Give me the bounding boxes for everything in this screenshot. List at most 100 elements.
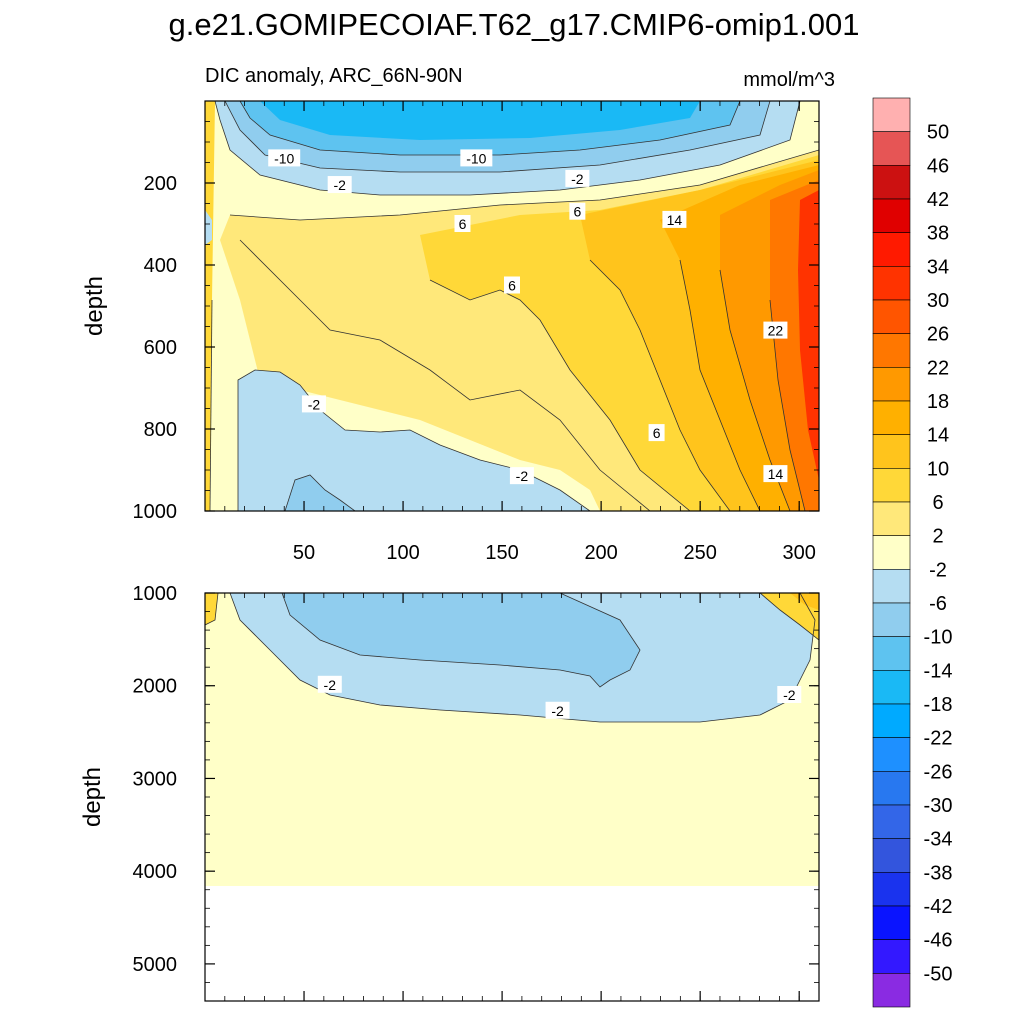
colorbar-box <box>872 299 911 334</box>
colorbar-box <box>872 771 911 806</box>
x-tick-label: 150 <box>485 542 518 564</box>
contour-label-bg <box>662 210 687 228</box>
colorbar-box <box>872 400 911 435</box>
contour-labels: -10 -10 -2 -2 6 6 14 6 22 -2 6 -2 14 -2 -2 -2 <box>268 149 802 719</box>
contour-label-bg <box>317 675 342 693</box>
contour-label-text: -10 <box>274 150 294 166</box>
contour-label: 6 <box>648 424 665 442</box>
colorbar-box <box>872 838 911 873</box>
colorbar-label: 26 <box>927 324 949 346</box>
upper-y-ticks: 200 400 600 800 1000 <box>133 100 819 523</box>
contour-label-bg <box>763 465 788 483</box>
contour-label-bg <box>648 424 665 442</box>
colorbar-label: -46 <box>924 930 953 952</box>
contour-line <box>589 259 731 511</box>
contour-label-bg <box>301 395 326 413</box>
contour-line <box>429 279 691 511</box>
contour-line <box>229 149 819 221</box>
colorbar-label: -34 <box>924 829 953 851</box>
contour-label: 14 <box>662 210 687 228</box>
contour-label-bg <box>777 686 802 703</box>
colorbar-box <box>872 973 911 1008</box>
contour-label-bg <box>454 215 471 232</box>
contour-label: 6 <box>454 215 471 232</box>
colorbar-label: 6 <box>932 492 943 514</box>
lower-y-ticks: 1000 2000 3000 4000 5000 <box>133 583 819 1002</box>
colorbar-box <box>872 905 911 940</box>
contour-label-bg <box>460 149 493 167</box>
contour-label-text: 6 <box>459 216 467 232</box>
colorbar-box <box>872 670 911 705</box>
colorbar-label: -10 <box>924 627 953 649</box>
colorbar-box <box>872 367 911 402</box>
contour-label: 14 <box>763 465 788 483</box>
colorbar-label: -2 <box>929 559 947 581</box>
contour-line <box>679 259 761 511</box>
contour-label: -10 <box>460 149 493 167</box>
colorbar-label: 2 <box>932 526 943 548</box>
colorbar-label: 46 <box>927 155 949 177</box>
colorbar-box <box>872 602 911 637</box>
units-label: mmol/m^3 <box>743 69 835 91</box>
colorbar-box <box>872 434 911 469</box>
y-tick-label: 400 <box>144 255 177 277</box>
y-tick-label: 4000 <box>133 861 178 883</box>
x-tick-label: 200 <box>584 542 617 564</box>
contour-label-text: 6 <box>653 425 661 441</box>
contour-label-bg <box>545 701 570 719</box>
contour-label-bg <box>763 321 788 339</box>
contour-label-text: 22 <box>768 323 784 339</box>
colorbar-box <box>872 501 911 536</box>
y-tick-label: 3000 <box>133 768 178 790</box>
contour-label-text: -2 <box>571 171 584 187</box>
contour-label-text: -2 <box>333 177 346 193</box>
contour-line <box>205 593 219 626</box>
contour-line <box>229 593 816 723</box>
lower-band-blue-6 <box>282 593 640 687</box>
colorbar-label: -42 <box>924 896 953 918</box>
y-tick-label: 200 <box>144 173 177 195</box>
y-tick-label: 2000 <box>133 676 178 698</box>
colorbar-label: -18 <box>924 694 953 716</box>
contour-label-bg <box>569 202 586 220</box>
colorbar-box <box>872 872 911 907</box>
colorbar-label: 38 <box>927 223 949 245</box>
colorbar-label: 14 <box>927 425 949 447</box>
colorbar: 50 46 42 38 34 30 26 22 18 14 10 6 2 -2 -6 -10 -14 -18 -22… <box>872 97 953 1008</box>
contour-label: 6 <box>504 276 520 294</box>
contour-label-bg <box>327 176 352 194</box>
contour-line <box>281 593 641 688</box>
contour-label: 6 <box>569 202 586 220</box>
contour-line <box>759 593 819 641</box>
contour-label: -2 <box>509 467 534 485</box>
contour-label: -10 <box>268 149 301 167</box>
contour-label: -2 <box>327 176 352 194</box>
contour-label-text: -2 <box>324 677 337 693</box>
chart-subtitle: DIC anomaly, ARC_66N-90N <box>205 65 463 87</box>
upper-left-edge-blue <box>205 210 212 245</box>
colorbar-box <box>872 804 911 839</box>
colorbar-label: 22 <box>927 357 949 379</box>
x-ticks: 50 100 150 200 250 300 <box>224 101 820 1001</box>
x-tick-label: 100 <box>386 542 419 564</box>
colorbar-box <box>872 737 911 772</box>
lower-panel-plot <box>205 593 819 886</box>
colorbar-box <box>872 198 911 233</box>
contour-line <box>214 101 801 196</box>
upper-deep-blue-lens <box>238 370 590 511</box>
y-tick-label: 800 <box>144 419 177 441</box>
colorbar-box <box>872 232 911 267</box>
y-tick-label: 1000 <box>133 583 178 605</box>
upper-band-blue-18 <box>260 101 700 140</box>
contour-label: -2 <box>565 169 590 187</box>
colorbar-box <box>872 165 911 200</box>
y-tick-label: 1000 <box>133 501 178 523</box>
contour-label-bg <box>565 169 590 187</box>
colorbar-box <box>872 535 911 570</box>
colorbar-label: -22 <box>924 728 953 750</box>
colorbar-box <box>872 703 911 738</box>
chart-title: g.e21.GOMIPECOIAF.T62_g17.CMIP6-omip1.00… <box>169 7 860 42</box>
contour-label: -2 <box>317 675 342 693</box>
colorbar-label: -6 <box>929 593 947 615</box>
colorbar-box <box>872 97 911 132</box>
